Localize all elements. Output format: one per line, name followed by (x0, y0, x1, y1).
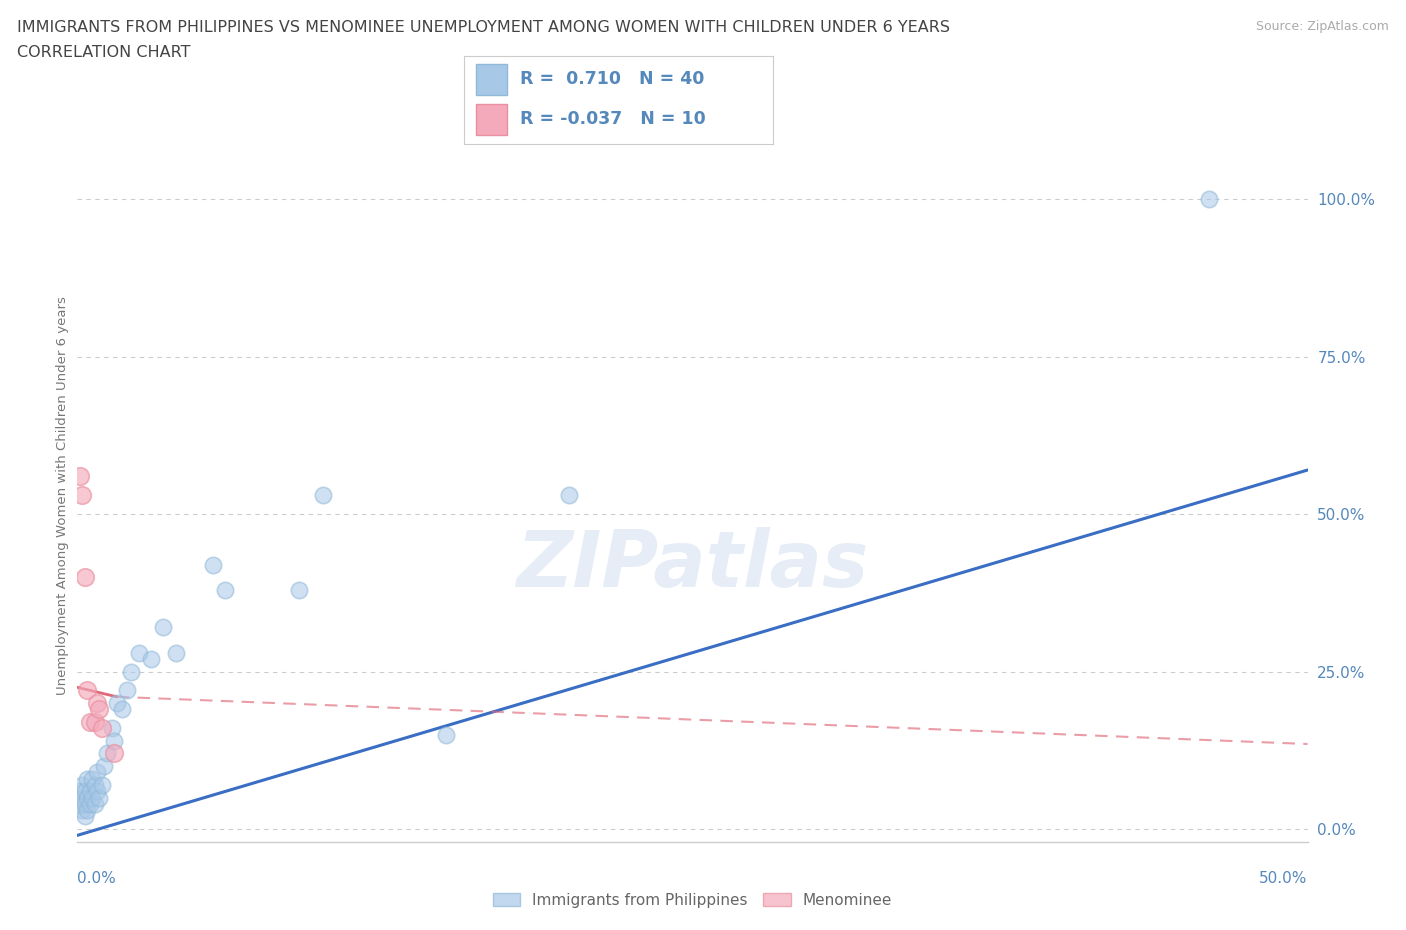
Point (76, 790, 98, 805)
Point (70, 803, 93, 817)
Point (288, 582, 311, 597)
Legend: Immigrants from Philippines, Menominee: Immigrants from Philippines, Menominee (486, 886, 898, 913)
Text: ZIPatlas: ZIPatlas (516, 526, 869, 603)
Bar (477, 104, 508, 136)
Point (73, 796, 96, 811)
Point (141, 652, 163, 667)
Point (86, 764, 108, 779)
Point (79, 714, 101, 729)
Point (70, 790, 93, 805)
Text: IMMIGRANTS FROM PHILIPPINES VS MENOMINEE UNEMPLOYMENT AMONG WOMEN WITH CHILDREN : IMMIGRANTS FROM PHILIPPINES VS MENOMINEE… (17, 20, 950, 35)
Point (101, 721, 124, 736)
Point (115, 683, 138, 698)
Point (152, 620, 174, 635)
Text: Source: ZipAtlas.com: Source: ZipAtlas.com (1256, 20, 1389, 33)
Point (73, 784, 96, 799)
Point (558, 488, 581, 503)
Point (121, 664, 143, 679)
Text: CORRELATION CHART: CORRELATION CHART (17, 45, 190, 60)
Point (103, 734, 125, 749)
Point (79, 796, 101, 811)
Point (436, 727, 458, 742)
Point (69, 469, 91, 484)
Point (96, 746, 118, 761)
Point (83, 714, 105, 729)
Point (76, 803, 98, 817)
Point (89, 790, 111, 805)
Point (312, 488, 335, 503)
Point (201, 557, 224, 572)
Point (1198, 192, 1220, 206)
Point (86, 784, 108, 799)
Point (165, 645, 187, 660)
Point (76, 771, 98, 786)
Point (111, 702, 132, 717)
Point (83, 796, 105, 811)
Text: 50.0%: 50.0% (1260, 871, 1308, 886)
Point (76, 683, 98, 698)
Point (69, 784, 91, 799)
Point (69, 796, 91, 811)
Point (70, 777, 93, 792)
Point (105, 696, 128, 711)
Point (128, 645, 150, 660)
Point (73, 570, 96, 585)
Point (90, 721, 114, 736)
Point (86, 696, 108, 711)
Point (93, 759, 115, 774)
Point (90, 777, 114, 792)
Point (82, 790, 104, 805)
Bar (477, 64, 508, 95)
Point (82, 771, 104, 786)
Text: R = -0.037   N = 10: R = -0.037 N = 10 (520, 111, 706, 128)
Point (103, 746, 125, 761)
Y-axis label: Unemployment Among Women with Children Under 6 years: Unemployment Among Women with Children U… (56, 296, 69, 695)
Point (73, 809, 96, 824)
Point (214, 582, 236, 597)
Point (89, 702, 111, 717)
Point (70, 488, 93, 503)
Text: R =  0.710   N = 40: R = 0.710 N = 40 (520, 70, 704, 87)
Point (79, 784, 101, 799)
Point (83, 777, 105, 792)
Text: 0.0%: 0.0% (77, 871, 117, 886)
